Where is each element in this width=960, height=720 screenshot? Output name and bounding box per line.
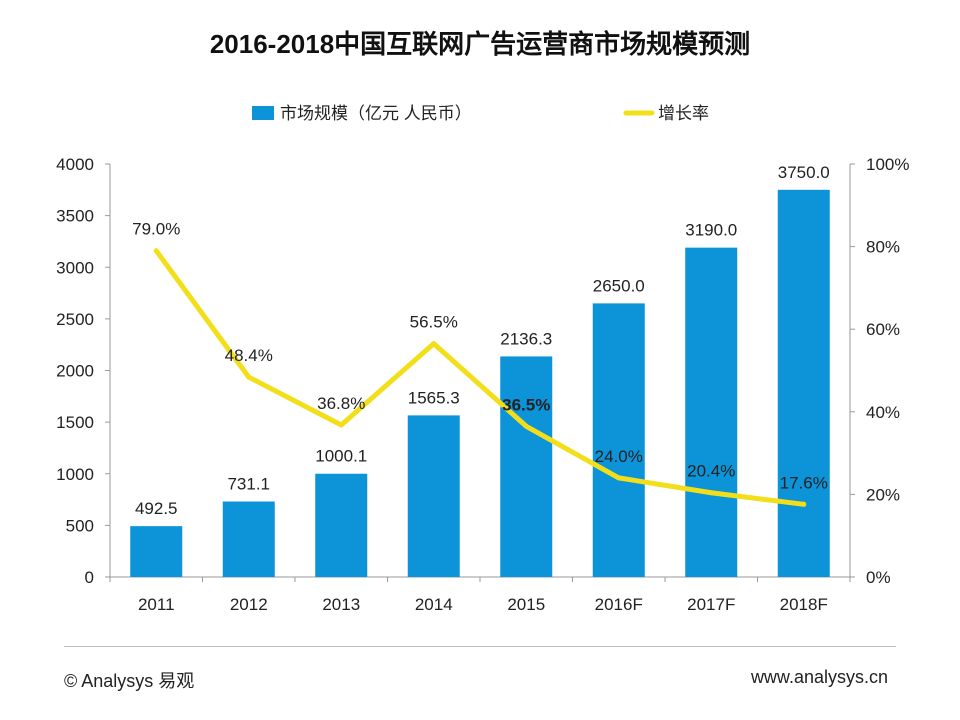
bar-value-label: 3190.0 [685, 221, 737, 240]
bar [500, 356, 553, 577]
bar-value-label: 2650.0 [593, 276, 645, 295]
bar [407, 415, 460, 577]
growth-rate-point [616, 475, 622, 481]
y-left-tick-label: 1000 [56, 465, 94, 484]
footer-divider [64, 646, 896, 647]
legend: 市场规模（亿元 人民币） 增长率 [252, 104, 709, 123]
growth-rate-point [431, 341, 437, 347]
chart-title: 2016-2018中国互联网广告运营商市场规模预测 [209, 29, 751, 59]
x-tick-label: 2017F [687, 595, 735, 614]
data-labels: 492.5 731.1 1000.1 1565.3 2136.3 2650.0 3190.0… [132, 163, 830, 518]
y-right-tick-label: 40% [866, 403, 900, 422]
legend-bar-swatch [252, 106, 274, 120]
bar-value-label: 1565.3 [408, 388, 460, 407]
y-left-tick-label: 2000 [56, 362, 94, 381]
bar [130, 526, 183, 577]
bar-value-label: 1000.1 [315, 447, 367, 466]
footer-website: www.analysys.cn [750, 667, 888, 687]
x-tick-label: 2013 [322, 595, 360, 614]
growth-rate-point [338, 422, 344, 428]
bar-value-label: 492.5 [135, 499, 178, 518]
y-left-tick-label: 0 [85, 568, 94, 587]
y-right-tick-label: 20% [866, 485, 900, 504]
x-tick-label: 2015 [507, 595, 545, 614]
growth-rate-label: 20.4% [687, 462, 735, 481]
bar-value-label: 3750.0 [778, 163, 830, 182]
x-tick-label: 2011 [138, 595, 175, 614]
growth-rate-label-highlighted: 36.5% [502, 395, 550, 414]
y-right-tick-label: 100% [866, 155, 909, 174]
growth-rate-point [523, 423, 529, 429]
axes: 0 500 1000 1500 2000 2500 3000 3500 4000 0% 20% 40%… [56, 155, 909, 614]
growth-rate-label: 48.4% [225, 346, 273, 365]
x-tick-label: 2014 [415, 595, 453, 614]
y-left-tick-label: 2500 [56, 310, 94, 329]
legend-bar-label: 市场规模（亿元 人民币） [280, 104, 472, 123]
y-left-tick-label: 500 [66, 516, 94, 535]
growth-rate-label: 24.0% [595, 447, 643, 466]
bar [777, 189, 830, 577]
y-right-tick-label: 0% [866, 568, 891, 587]
bar-series [130, 189, 830, 577]
x-tick-label: 2016F [595, 595, 643, 614]
y-left-tick-label: 3000 [56, 258, 94, 277]
growth-rate-label: 17.6% [780, 473, 828, 492]
x-tick-label: 2018F [780, 595, 828, 614]
growth-rate-line [153, 248, 807, 507]
bar [685, 247, 738, 577]
growth-rate-point [246, 374, 252, 380]
bar-value-label: 731.1 [227, 475, 270, 494]
growth-rate-point [153, 248, 159, 254]
growth-rate-label: 56.5% [410, 313, 458, 332]
bar-value-label: 2136.3 [500, 329, 552, 348]
bar [315, 473, 368, 577]
growth-rate-label: 36.8% [317, 394, 365, 413]
footer-copyright: © Analysys 易观 [64, 671, 195, 691]
x-tick-label: 2012 [230, 595, 268, 614]
growth-rate-label: 79.0% [132, 220, 180, 239]
growth-rate-series [153, 248, 807, 507]
y-left-tick-label: 1500 [56, 413, 94, 432]
y-right-tick-label: 60% [866, 320, 900, 339]
bar [222, 501, 275, 577]
y-right-tick-label: 80% [866, 238, 900, 257]
bar [592, 303, 645, 577]
y-left-tick-label: 3500 [56, 207, 94, 226]
growth-rate-point [801, 501, 807, 507]
y-left-tick-label: 4000 [56, 155, 94, 174]
legend-line-label: 增长率 [658, 104, 709, 123]
growth-rate-point [708, 490, 714, 496]
